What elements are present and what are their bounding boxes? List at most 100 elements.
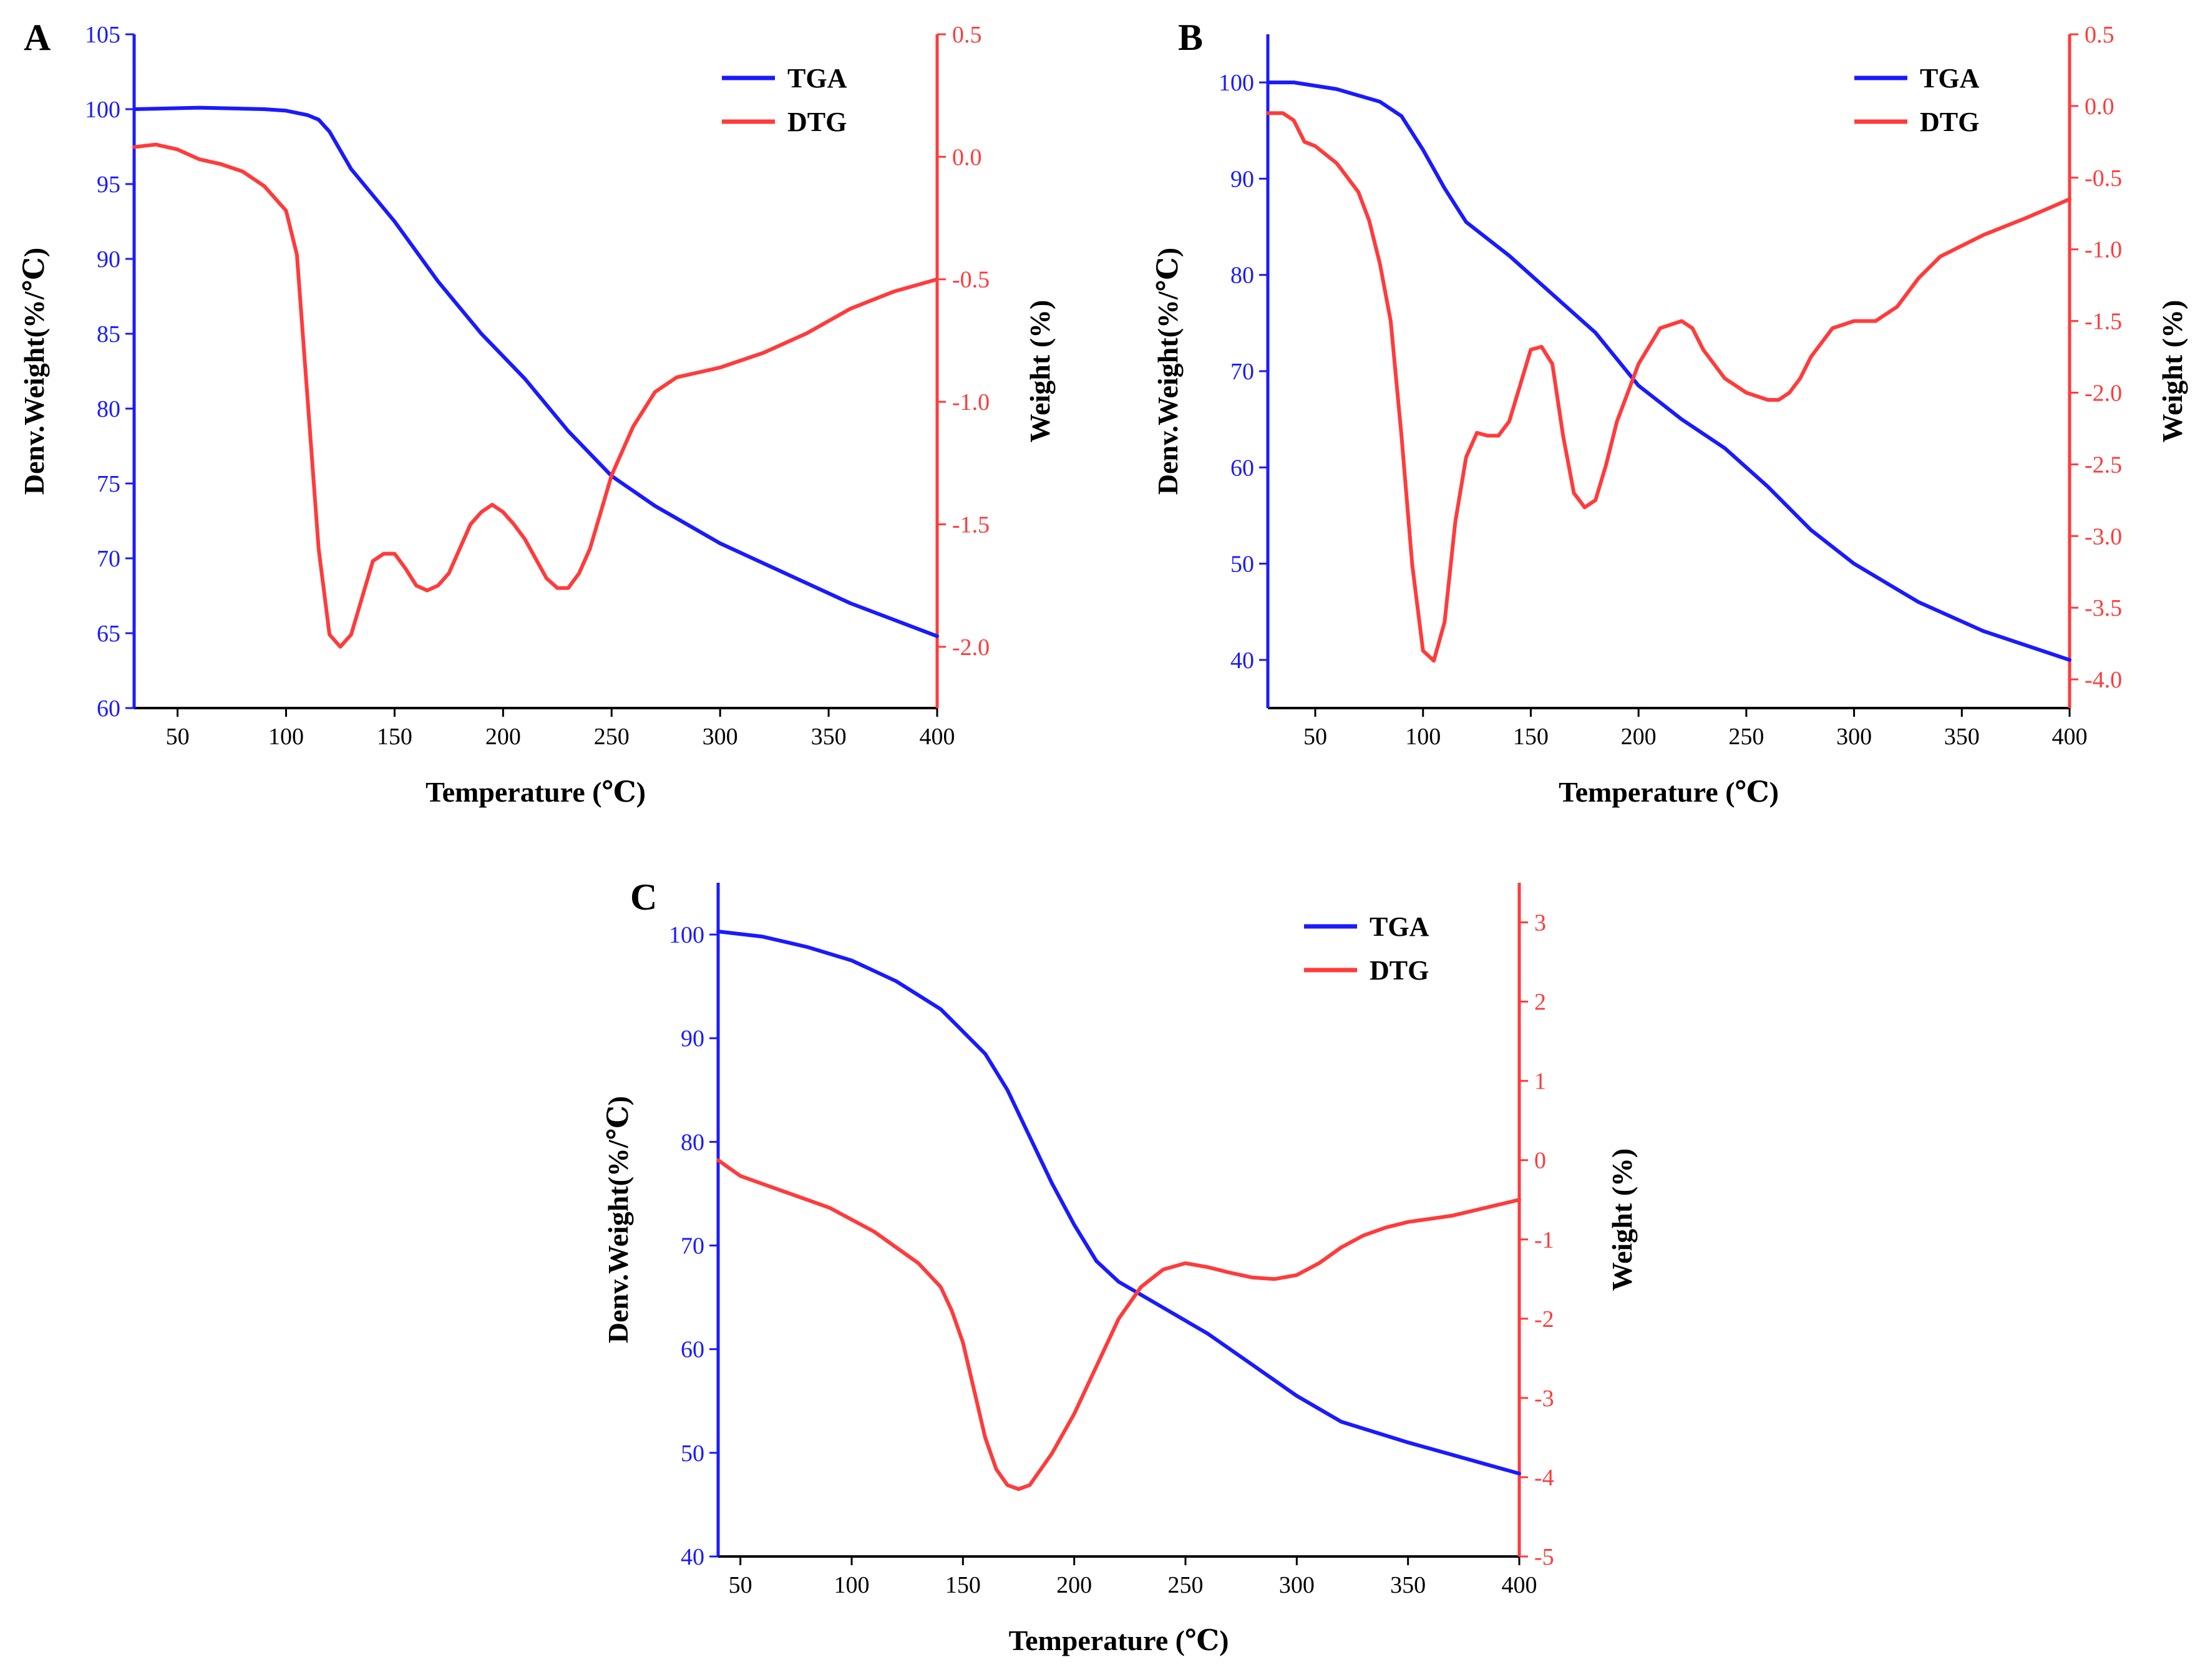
panel-c: C 50 100 150 200 250 300 350 400 40 50 60 70 80 90 100 -… [602, 876, 1638, 1656]
right-tick-label: 2 [1534, 989, 1546, 1016]
right-tick-label: -0.5 [2085, 165, 2122, 192]
right-tick-label: -1.5 [952, 512, 990, 538]
x-tick-label: 300 [1279, 1572, 1315, 1598]
x-tick-label: 400 [920, 724, 955, 750]
right-tick-label: -5 [1534, 1544, 1554, 1570]
left-axis-title: Denv.Weight(%/℃) [602, 1096, 634, 1343]
x-tick-label: 150 [1513, 724, 1549, 750]
left-tick-label: 60 [1230, 455, 1254, 481]
x-tick-label: 350 [811, 724, 847, 750]
dtg-series-line [132, 142, 939, 649]
left-tick-label: 80 [681, 1129, 704, 1155]
right-tick-label: 0.0 [952, 144, 982, 170]
x-tick-label: 300 [703, 724, 738, 750]
x-tick-label: 150 [945, 1572, 981, 1598]
right-axis-title: Weight (%) [1606, 1148, 1638, 1291]
right-tick-label: -2.0 [2085, 380, 2122, 406]
x-tick-label: 100 [268, 724, 304, 750]
right-tick-label: 0 [1534, 1148, 1546, 1174]
left-tick-label: 60 [681, 1337, 704, 1363]
tga-series-line [1266, 80, 2071, 662]
panel-letter: C [630, 876, 657, 918]
tga-series-line [132, 105, 939, 638]
right-tick-label: -2 [1534, 1306, 1554, 1333]
legend-label-dtg: DTG [787, 107, 847, 137]
x-tick-label: 250 [1168, 1572, 1204, 1598]
right-tick-label: 0.5 [2085, 22, 2115, 48]
legend-label-dtg: DTG [1920, 107, 1979, 137]
right-tick-label: -0.5 [952, 267, 990, 293]
x-tick-label: 100 [834, 1572, 870, 1598]
legend-label-tga: TGA [787, 63, 847, 94]
right-tick-label: -4.0 [2085, 667, 2122, 693]
right-tick-label: -1.0 [2085, 237, 2122, 263]
x-tick-label: 200 [1621, 724, 1657, 750]
right-tick-label: 0.0 [2085, 94, 2115, 120]
right-tick-label: -2.5 [2085, 452, 2122, 478]
x-tick-label: 350 [1944, 724, 1980, 750]
left-tick-label: 40 [681, 1544, 704, 1570]
left-tick-label: 50 [1230, 551, 1254, 578]
x-tick-label: 250 [1728, 724, 1764, 750]
left-tick-label: 60 [97, 696, 120, 722]
right-tick-label: -1 [1534, 1227, 1554, 1253]
left-axis-title: Denv.Weight(%/℃) [18, 248, 50, 495]
panel-letter: B [1178, 17, 1203, 58]
x-tick-label: 200 [485, 724, 521, 750]
right-tick-label: 3 [1534, 910, 1546, 936]
x-tick-label: 350 [1390, 1572, 1426, 1598]
left-tick-label: 70 [1230, 359, 1254, 385]
x-tick-label: 200 [1056, 1572, 1092, 1598]
left-tick-label: 65 [97, 621, 120, 647]
left-tick-label: 105 [85, 22, 120, 48]
left-tick-label: 100 [1219, 70, 1254, 96]
legend-label-tga: TGA [1920, 63, 1980, 94]
tga-series-line [716, 930, 1521, 1476]
right-tick-label: 0.5 [952, 22, 982, 48]
left-axis-title: Denv.Weight(%/℃) [1152, 248, 1184, 495]
legend-label-dtg: DTG [1370, 955, 1429, 986]
dtg-series-line [1266, 111, 2071, 663]
panel-a: A 50 100 150 200 250 300 350 400 60 65 70 75 80 85 90 95… [18, 17, 1056, 808]
right-tick-label: -3.0 [2085, 523, 2122, 550]
x-tick-label: 50 [729, 1572, 752, 1598]
x-axis-title: Temperature (℃) [1559, 776, 1779, 808]
x-tick-label: 50 [1303, 724, 1327, 750]
left-tick-label: 90 [1230, 166, 1254, 192]
x-tick-label: 50 [166, 724, 190, 750]
right-tick-label: -4 [1534, 1465, 1554, 1491]
x-tick-label: 150 [377, 724, 412, 750]
x-tick-label: 400 [2052, 724, 2088, 750]
left-tick-label: 80 [1230, 263, 1254, 289]
x-axis-title: Temperature (℃) [426, 776, 646, 808]
left-tick-label: 40 [1230, 648, 1254, 674]
legend-label-tga: TGA [1370, 911, 1429, 942]
right-tick-label: -1.0 [952, 389, 990, 415]
right-tick-label: 1 [1534, 1069, 1546, 1095]
left-tick-label: 100 [85, 97, 120, 123]
left-tick-label: 70 [97, 546, 120, 572]
right-tick-label: -3 [1534, 1386, 1554, 1412]
x-tick-label: 300 [1836, 724, 1872, 750]
left-tick-label: 50 [681, 1440, 704, 1467]
right-axis-title: Weight (%) [2156, 300, 2188, 443]
right-tick-label: -1.5 [2085, 309, 2122, 335]
left-tick-label: 90 [97, 246, 120, 273]
dtg-series-line [716, 1158, 1521, 1491]
left-tick-label: 90 [681, 1026, 704, 1052]
left-tick-label: 70 [681, 1233, 704, 1260]
left-tick-label: 100 [669, 922, 704, 948]
left-tick-label: 80 [97, 396, 120, 422]
right-axis-title: Weight (%) [1024, 300, 1056, 443]
right-tick-label: -2.0 [952, 634, 990, 661]
panel-letter: A [24, 17, 51, 58]
left-tick-label: 75 [97, 471, 120, 497]
left-tick-label: 95 [97, 172, 120, 198]
panel-b: B 50 100 150 200 250 300 350 400 40 50 60 70 80 90 100 -… [1152, 17, 2188, 808]
left-tick-label: 85 [97, 321, 120, 347]
x-tick-label: 400 [1502, 1572, 1537, 1598]
x-tick-label: 100 [1405, 724, 1441, 750]
x-tick-label: 250 [594, 724, 630, 750]
x-axis-title: Temperature (℃) [1009, 1624, 1229, 1656]
